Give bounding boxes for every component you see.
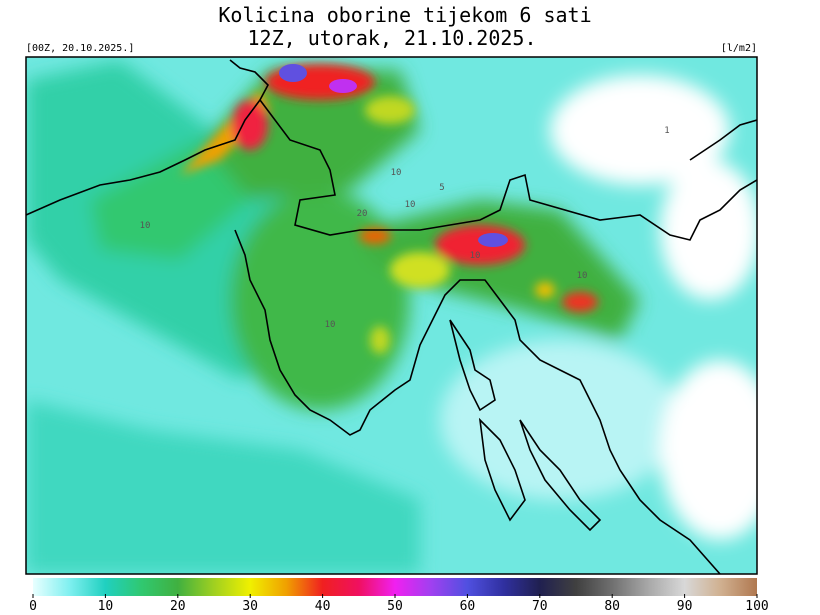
colorbar-tick-label: 20 [170, 599, 186, 614]
contour-label: 10 [325, 320, 336, 330]
unit-label: [l/m2] [721, 43, 757, 54]
subtitle: 12Z, utorak, 21.10.2025. [248, 26, 537, 50]
contour-label: 1 [664, 126, 669, 136]
map: 10 5 10 1 10 20 10 10 10 [26, 57, 757, 574]
colorbar-tick-label: 10 [98, 599, 114, 614]
colorbar-tick-label: 80 [604, 599, 620, 614]
colorbar [33, 578, 757, 596]
colorbar-tick-label: 0 [29, 599, 37, 614]
max-cell [279, 64, 307, 82]
colorbar-tick-label: 100 [745, 599, 768, 614]
colorbar-tick-label: 90 [677, 599, 693, 614]
colorbar-tick-label: 70 [532, 599, 548, 614]
colorbar-tick-label: 40 [315, 599, 331, 614]
colorbar-tick-label: 60 [460, 599, 476, 614]
contour-label: 5 [439, 183, 444, 193]
map-frame [25, 56, 758, 575]
colorbar-tick-label: 30 [242, 599, 258, 614]
contour-label: 20 [357, 209, 368, 219]
contour-label: 10 [140, 221, 151, 231]
contour-label: 10 [577, 271, 588, 281]
max-cell [329, 79, 357, 93]
contour-label: 10 [391, 168, 402, 178]
contour-label: 10 [470, 251, 481, 261]
contour-label: 10 [405, 200, 416, 210]
colorbar-tick-label: 50 [387, 599, 403, 614]
run-label: [00Z, 20.10.2025.] [26, 43, 134, 54]
max-cell [478, 233, 508, 247]
coastline [26, 59, 757, 574]
title: Kolicina oborine tijekom 6 sati [218, 3, 591, 27]
